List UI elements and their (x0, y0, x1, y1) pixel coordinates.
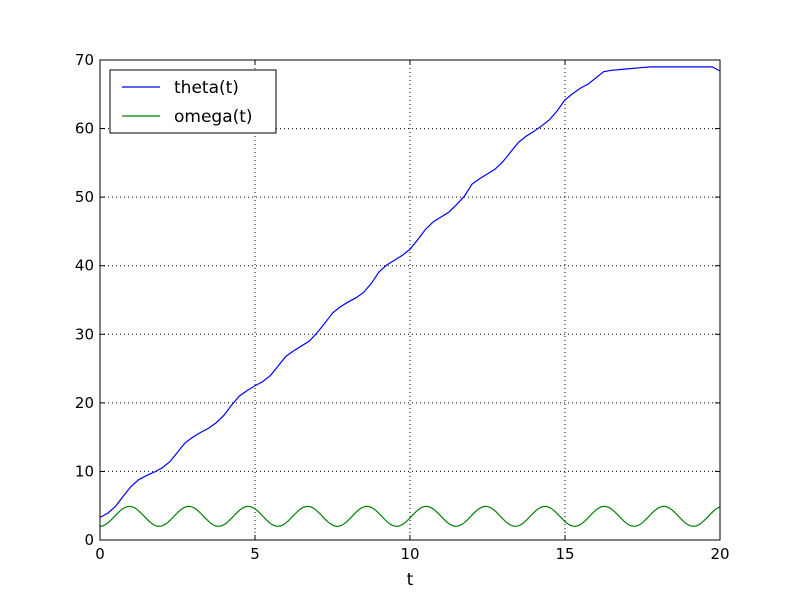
y-tick-label: 20 (75, 394, 94, 412)
legend-label: theta(t) (174, 78, 239, 98)
legend: theta(t) omega(t) (109, 69, 277, 134)
y-tick-label: 50 (75, 188, 94, 206)
x-tick-label: 0 (95, 545, 105, 563)
y-tick-label: 60 (75, 120, 94, 138)
x-tick-label: 10 (400, 545, 419, 563)
series-layer (99, 66, 721, 527)
legend-box (109, 69, 277, 134)
y-tick-label: 0 (84, 531, 94, 549)
legend-label: omega(t) (174, 107, 253, 127)
series-omega-line (99, 505, 721, 527)
y-tick-label: 10 (75, 462, 94, 480)
series-theta-line (99, 66, 721, 518)
x-tick-label: 20 (710, 545, 729, 563)
y-tick-label: 40 (75, 257, 94, 275)
x-axis-label: t (407, 570, 414, 590)
x-tick-label: 5 (250, 545, 260, 563)
y-tick-label: 70 (75, 51, 94, 69)
grid (99, 59, 721, 541)
x-tick-label: 15 (555, 545, 574, 563)
axis-ticks: 0 5 10 15 20 0 10 20 30 40 50 60 70 (75, 51, 730, 563)
y-tick-label: 30 (75, 325, 94, 343)
